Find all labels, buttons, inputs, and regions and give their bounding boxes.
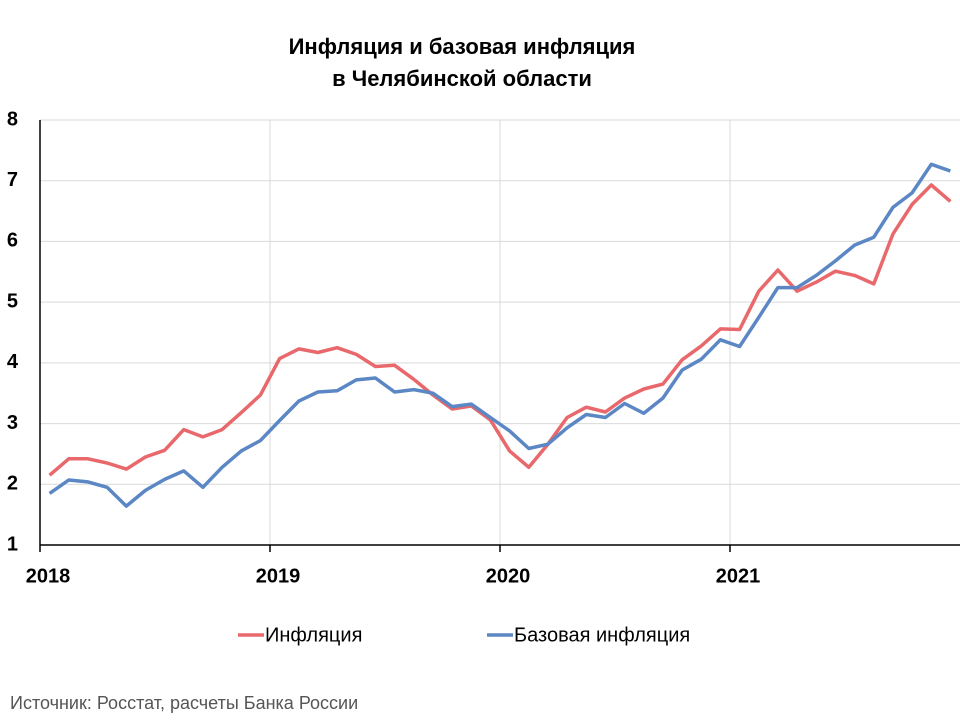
x-tick-label: 2018 [26, 565, 71, 587]
source-note: Источник: Росстат, расчеты Банка России [10, 693, 358, 713]
chart-title: в Челябинской области [332, 66, 592, 91]
x-tick-label: 2020 [486, 565, 531, 587]
y-tick-label: 6 [7, 230, 18, 252]
y-tick-label: 7 [7, 169, 18, 191]
y-tick-label: 2 [7, 473, 18, 495]
series-line [48, 183, 952, 477]
series-line [48, 162, 951, 508]
y-tick-label: 5 [7, 290, 18, 312]
y-tick-label: 8 [7, 108, 18, 130]
legend-label: Базовая инфляция [514, 624, 690, 646]
x-tick-label: 2019 [256, 565, 301, 587]
x-tick-label: 2021 [716, 565, 761, 587]
legend-label: Инфляция [265, 624, 362, 646]
y-tick-label: 3 [7, 412, 18, 434]
y-tick-label: 4 [7, 351, 19, 373]
y-tick-label: 1 [7, 533, 18, 555]
chart-title: Инфляция и базовая инфляция [289, 34, 636, 59]
